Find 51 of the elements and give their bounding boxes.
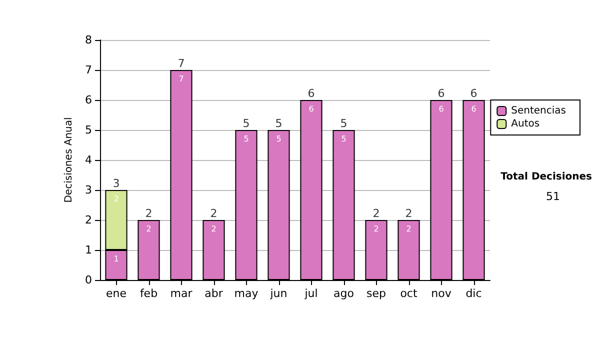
total-label: 2 [210, 207, 218, 220]
data-label: 5 [341, 134, 346, 144]
data-label: 2 [211, 224, 216, 234]
y-tick-label: 5 [85, 124, 92, 136]
data-label: 5 [244, 134, 249, 144]
data-label: 2 [114, 194, 119, 204]
total-label: 3 [112, 177, 120, 190]
x-tick-label: nov [431, 287, 452, 300]
x-tick-label: abr [204, 287, 224, 300]
y-tick-label: 2 [85, 214, 92, 226]
total-label: 6 [438, 87, 445, 100]
total-label: 7 [178, 57, 185, 70]
y-axis-title: Decisiones Anual [64, 117, 75, 203]
y-tick-label: 0 [85, 274, 92, 286]
data-label: 6 [471, 104, 476, 114]
x-tick-label: ago [334, 287, 354, 300]
total-label: 2 [372, 207, 380, 220]
total-label: 2 [145, 207, 152, 220]
data-label: 2 [406, 224, 412, 234]
total-label: 6 [308, 87, 315, 100]
y-tick-label: 3 [85, 184, 92, 196]
data-label: 6 [438, 104, 444, 114]
x-tick-label: feb [140, 287, 158, 300]
legend-label: Autos [511, 118, 540, 130]
data-label: 5 [276, 134, 282, 144]
x-tick-label: jul [304, 287, 318, 300]
total-label: 5 [275, 117, 282, 130]
data-label: 6 [308, 104, 314, 114]
total-label: 6 [470, 87, 478, 100]
data-label: 2 [146, 224, 152, 234]
data-label: 7 [178, 74, 184, 84]
y-tick-label: 6 [85, 94, 92, 106]
y-tick-label: 1 [85, 244, 92, 256]
text: 51 [546, 190, 560, 203]
y-tick-label: 4 [85, 154, 92, 166]
x-tick-label: mar [170, 287, 193, 300]
total-label: 5 [242, 117, 250, 130]
x-tick-label: oct [400, 287, 418, 300]
x-tick-label: dic [466, 287, 482, 300]
x-tick-label: ene [106, 287, 127, 300]
total-label: 5 [340, 117, 348, 130]
x-tick-label: may [234, 287, 259, 300]
x-tick-label: sep [366, 287, 386, 300]
y-tick-label: 7 [85, 64, 92, 76]
data-label: 1 [114, 254, 119, 264]
legend-label: Sentencias [511, 106, 566, 116]
data-label: 2 [374, 224, 379, 234]
y-tick-label: 8 [85, 34, 92, 46]
text: Total Decisiones [500, 172, 592, 182]
total-label: 2 [405, 207, 412, 220]
x-tick-label: jun [269, 287, 288, 300]
